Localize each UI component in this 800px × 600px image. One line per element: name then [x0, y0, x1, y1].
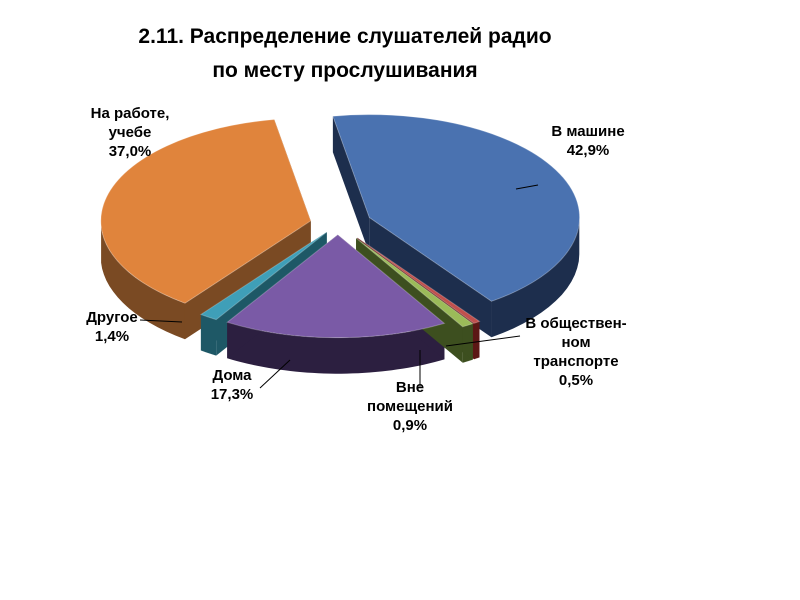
leader-line-1: [445, 335, 521, 347]
leader-line-0: [515, 184, 539, 190]
slice-label-0-line-1: 42,9%: [567, 142, 610, 159]
slice-label-2-line-0: Вне: [396, 379, 424, 396]
slice-label-1-line-0: В обществен-: [525, 315, 626, 332]
pie-tops: [100, 114, 581, 339]
slice-label-5: На работе, учебе 37,0%: [91, 105, 170, 160]
slice-label-4: Другое 1,4%: [86, 309, 138, 345]
slice-label-2: Вне помещений 0,9%: [367, 379, 453, 434]
chart-title: 2.11. Распределение слушателей радио по …: [0, 20, 690, 88]
slice-label-2-line-2: 0,9%: [393, 417, 427, 434]
leader-line-3: [259, 359, 291, 389]
pie-slice-5: [100, 118, 312, 304]
pie-slice-1: [357, 237, 481, 324]
slice-label-4-line-1: 1,4%: [95, 328, 129, 345]
slice-label-0-line-0: В машине: [551, 123, 624, 140]
pie-slice-wall-0-0: [332, 116, 370, 254]
slice-label-1-line-1: ном: [561, 334, 590, 351]
slice-label-5-line-2: 37,0%: [109, 143, 152, 160]
slice-label-3: Дома 17,3%: [211, 367, 254, 403]
pie-slice-3: [226, 234, 446, 339]
slice-label-1-line-2: транспорте: [533, 353, 618, 370]
pie-slice-edge-0: [491, 218, 580, 338]
slice-label-3-line-1: 17,3%: [211, 386, 254, 403]
slice-label-4-line-0: Другое: [86, 309, 138, 326]
slice-label-5-line-1: учебе: [109, 124, 152, 141]
pie-slice-0: [332, 114, 581, 302]
slice-label-1: В обществен-ном транспорте 0,5%: [525, 315, 626, 389]
slice-label-5-line-0: На работе,: [91, 105, 170, 122]
chart-title-line-1: 2.11. Распределение слушателей радио: [138, 25, 552, 48]
pie-slice-wall-0-1: [369, 217, 492, 338]
slice-label-3-line-0: Дома: [212, 367, 252, 384]
pie-slice-side-0: [332, 116, 580, 338]
slice-label-0: В машине 42,9%: [551, 123, 624, 159]
leader-lines: [139, 184, 539, 389]
slice-label-2-line-1: помещений: [367, 398, 453, 415]
slice-labels: В машине 42,9% В обществен-ном транспорте 0,…: [86, 105, 626, 434]
chart-title-line-2: по месту прослушивания: [212, 59, 478, 82]
pie-slice-edge-5: [101, 226, 185, 340]
slice-label-1-line-3: 0,5%: [559, 372, 593, 389]
pie-slice-2: [355, 237, 474, 328]
pie-slice-4: [199, 231, 328, 321]
leader-line-4: [139, 319, 183, 323]
pie-slice-edge-3: [227, 322, 445, 374]
